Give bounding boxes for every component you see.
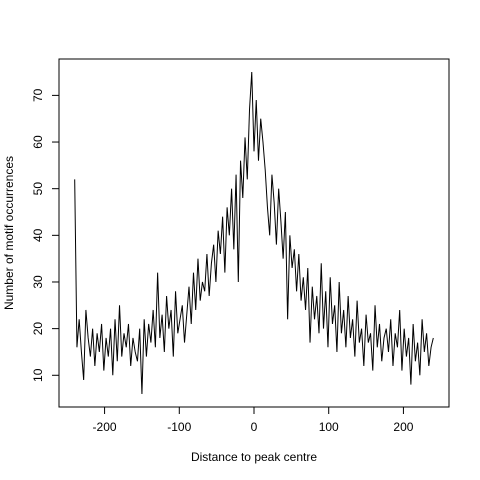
x-tick-label: -100 — [167, 420, 191, 434]
y-tick-label: 20 — [31, 322, 45, 336]
x-axis-label: Distance to peak centre — [191, 450, 317, 464]
x-tick-label: -200 — [93, 420, 117, 434]
y-tick-label: 70 — [31, 88, 45, 102]
y-tick-label: 50 — [31, 182, 45, 196]
y-axis-label: Number of motif occurrences — [2, 156, 16, 310]
x-tick-label: 0 — [251, 420, 258, 434]
data-line — [74, 72, 434, 394]
x-tick-label: 200 — [393, 420, 413, 434]
y-tick-label: 30 — [31, 275, 45, 289]
y-tick-label: 60 — [31, 135, 45, 149]
y-tick-label: 40 — [31, 228, 45, 242]
x-tick-label: 100 — [319, 420, 339, 434]
y-tick-label: 10 — [31, 368, 45, 382]
